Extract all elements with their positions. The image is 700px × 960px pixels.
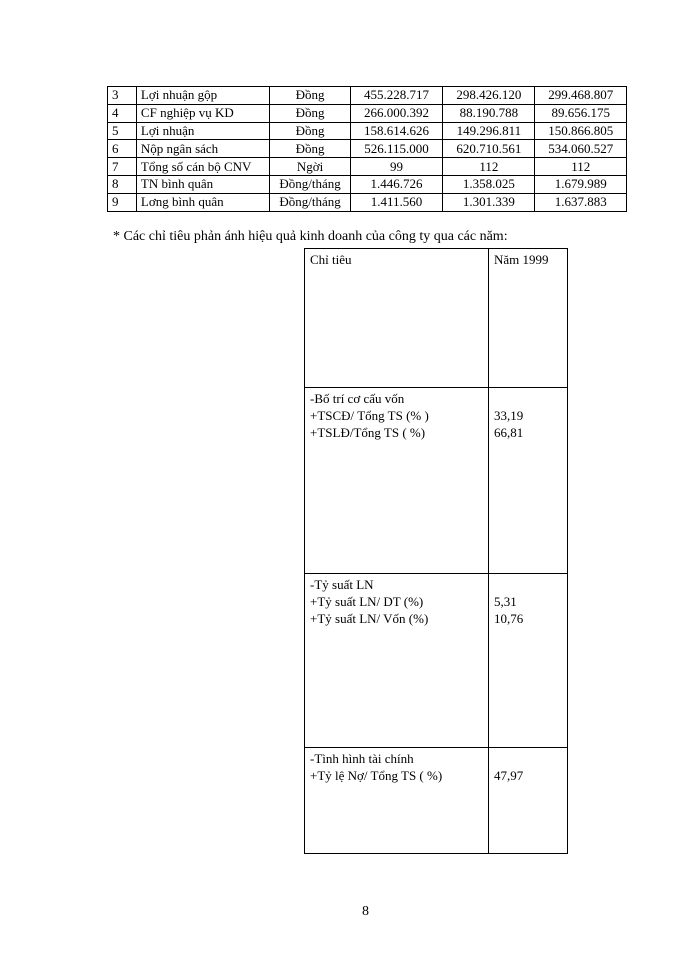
unit: Đồng/tháng: [269, 192, 351, 212]
value-year-3: 299.468.807: [534, 86, 627, 105]
value-year-3: 1.679.989: [534, 174, 627, 194]
value-year-3: 534.060.527: [534, 139, 627, 159]
table-row: 8 TN bình quân Đồng/tháng 1.446.726 1.358.02…: [107, 174, 627, 194]
indicator: Tổng số cán bộ CNV: [135, 157, 271, 176]
value-year-1: 99: [349, 157, 444, 176]
value-year-2: 298.426.120: [442, 86, 536, 105]
header-row: Chỉ tiêu Năm 1999: [304, 248, 568, 388]
item-label: +TSLĐ/Tổng TS ( %): [310, 425, 426, 440]
item-value: 66,81: [494, 425, 524, 440]
section-caption: * Các chỉ tiêu phản ánh hiệu quả kinh do…: [113, 229, 508, 244]
group-row: -Tỷ suất LN +Tỷ suất LN/ DT (%) +Tỷ suất L…: [304, 573, 568, 748]
header-year: Năm 1999: [488, 248, 568, 388]
row-number: 5: [107, 121, 137, 141]
value-year-1: 1.411.560: [349, 192, 444, 212]
page-number: 8: [362, 904, 369, 919]
row-number: 8: [107, 174, 137, 194]
item-value: 5,31: [494, 594, 517, 609]
indicator: Nộp ngân sách: [135, 139, 271, 159]
unit: Đồng: [269, 139, 351, 159]
value-year-1: 1.446.726: [349, 174, 444, 194]
item-label: +TSCĐ/ Tổng TS (% ): [310, 408, 429, 423]
group-title: -Bố trí cơ cấu vốn: [310, 391, 405, 406]
unit: Đồng/tháng: [269, 174, 351, 194]
table-row: 9 Lơng bình quân Đồng/tháng 1.411.560 1.301.…: [107, 192, 627, 212]
header-indicator: Chỉ tiêu: [304, 248, 489, 388]
unit: Ngời: [269, 157, 351, 176]
unit: Đồng: [269, 103, 351, 123]
group-title: -Tình hình tài chính: [310, 751, 414, 766]
indicator: Lơng bình quân: [135, 192, 271, 212]
value-year-2: 1.358.025: [442, 174, 536, 194]
indicator: Lợi nhuận: [135, 121, 271, 141]
row-number: 9: [107, 192, 137, 212]
value-year-2: 112: [442, 157, 536, 176]
value-year-3: 112: [534, 157, 627, 176]
value-year-1: 526.115.000: [349, 139, 444, 159]
unit: Đồng: [269, 121, 351, 141]
indicator: TN bình quân: [135, 174, 271, 194]
indicator: CF nghiệp vụ KD: [135, 103, 271, 123]
row-number: 4: [107, 103, 137, 123]
value-year-1: 158.614.626: [349, 121, 444, 141]
item-value: 47,97: [494, 768, 524, 783]
indicators-table: Chỉ tiêu Năm 1999 -Bố trí cơ cấu vốn +TSC…: [304, 248, 568, 854]
group-title: -Tỷ suất LN: [310, 577, 374, 592]
indicator: Lợi nhuận gộp: [135, 86, 271, 105]
item-value: 10,76: [494, 611, 524, 626]
item-label: +Tỷ suất LN/ DT (%): [310, 594, 424, 609]
value-year-2: 88.190.788: [442, 103, 536, 123]
table-row: 3 Lợi nhuận gộp Đồng 455.228.717 298.426.120…: [107, 86, 627, 105]
value-year-1: 455.228.717: [349, 86, 444, 105]
item-label: +Tỷ suất LN/ Vốn (%): [310, 611, 429, 626]
row-number: 3: [107, 86, 137, 105]
group-row: -Bố trí cơ cấu vốn +TSCĐ/ Tổng TS (% ) +TS…: [304, 387, 568, 574]
table-row: 7 Tổng số cán bộ CNV Ngời 99 112 112: [107, 157, 627, 176]
value-year-1: 266.000.392: [349, 103, 444, 123]
value-year-2: 149.296.811: [442, 121, 536, 141]
value-year-2: 1.301.339: [442, 192, 536, 212]
value-year-3: 150.866.805: [534, 121, 627, 141]
group-row: -Tình hình tài chính +Tỷ lệ Nợ/ Tổng TS (…: [304, 747, 568, 854]
unit: Đồng: [269, 86, 351, 105]
value-year-3: 1.637.883: [534, 192, 627, 212]
table-row: 4 CF nghiệp vụ KD Đồng 266.000.392 88.190.78…: [107, 103, 627, 123]
row-number: 7: [107, 157, 137, 176]
value-year-3: 89.656.175: [534, 103, 627, 123]
item-label: +Tỷ lệ Nợ/ Tổng TS ( %): [310, 768, 443, 783]
value-year-2: 620.710.561: [442, 139, 536, 159]
table-row: 6 Nộp ngân sách Đồng 526.115.000 620.710.561…: [107, 139, 627, 159]
table-row: 5 Lợi nhuận Đồng 158.614.626 149.296.811 150.…: [107, 121, 627, 141]
item-value: 33,19: [494, 408, 524, 423]
financial-table: 3 Lợi nhuận gộp Đồng 455.228.717 298.426.120…: [107, 86, 627, 212]
row-number: 6: [107, 139, 137, 159]
